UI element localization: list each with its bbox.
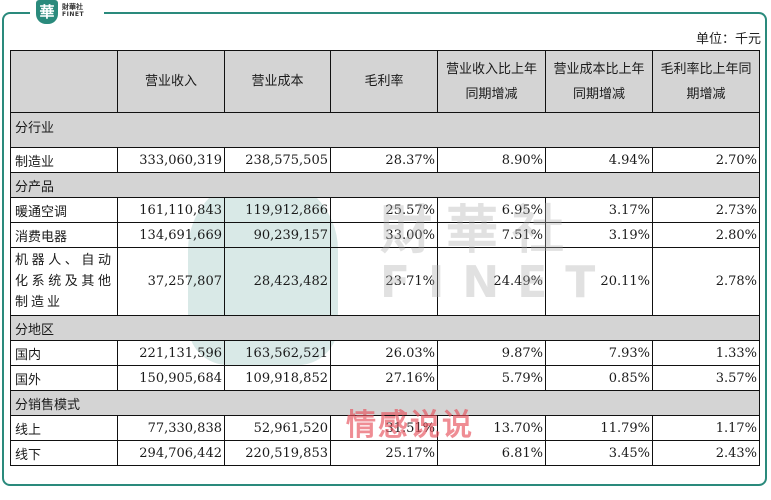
table-row: 暖通空调 161,110,843 119,912,866 25.57% 6.95… [10, 197, 760, 223]
table-row: 线下 294,706,442 220,519,853 25.17% 6.81% … [10, 440, 760, 466]
section-row: 分地区 [10, 315, 760, 341]
row-label: 制造业 [10, 147, 118, 173]
table-row: 线上 77,330,838 52,961,520 31.51% 13.70% 1… [10, 415, 760, 441]
cell-margin-yoy: 1.33% [652, 340, 760, 366]
header-blank [10, 50, 118, 113]
cell-revenue: 221,131,596 [117, 340, 225, 366]
table-row: 国外 150,905,684 109,918,852 27.16% 5.79% … [10, 365, 760, 391]
cell-revenue: 150,905,684 [117, 365, 225, 391]
section-row: 分销售模式 [10, 390, 760, 416]
unit-label: 单位：千元 [695, 32, 761, 47]
cell-cost-yoy: 11.79% [545, 415, 653, 441]
cell-margin-yoy: 3.57% [652, 365, 760, 391]
cell-margin-yoy: 1.17% [652, 415, 760, 441]
section-title: 分地区 [10, 315, 760, 341]
header-row: 营业收入 营业成本 毛利率 营业收入比上年同期增减 营业成本比上年同期增减 毛利… [10, 50, 760, 113]
cell-cost: 119,912,866 [224, 197, 331, 223]
row-label: 国内 [10, 340, 118, 366]
cell-margin: 25.17% [330, 440, 438, 466]
content-frame [2, 12, 767, 486]
row-label: 线上 [10, 415, 118, 441]
cell-revenue-yoy: 5.79% [437, 365, 546, 391]
header-cost-yoy: 营业成本比上年同期增减 [545, 50, 653, 113]
cell-margin-yoy: 2.70% [652, 147, 760, 173]
section-row: 分产品 [10, 172, 760, 198]
cell-revenue: 134,691,669 [117, 222, 225, 248]
cell-cost: 90,239,157 [224, 222, 331, 248]
cell-revenue: 77,330,838 [117, 415, 225, 441]
cell-revenue-yoy: 24.49% [437, 247, 546, 316]
header-revenue: 营业收入 [117, 50, 225, 113]
row-label: 暖通空调 [10, 197, 118, 223]
logo-cn: 財華社 [62, 3, 83, 11]
cell-cost-yoy: 3.45% [545, 440, 653, 466]
cell-cost-yoy: 20.11% [545, 247, 653, 316]
table-row: 消费电器 134,691,669 90,239,157 33.00% 7.51%… [10, 222, 760, 248]
section-row: 分行业 [10, 112, 760, 148]
finet-logo-icon: 華 [36, 0, 58, 24]
header-revenue-yoy: 营业收入比上年同期增减 [437, 50, 546, 113]
cell-cost-yoy: 3.17% [545, 197, 653, 223]
cell-revenue-yoy: 6.81% [437, 440, 546, 466]
cell-cost-yoy: 3.19% [545, 222, 653, 248]
cell-revenue: 161,110,843 [117, 197, 225, 223]
cell-revenue-yoy: 9.87% [437, 340, 546, 366]
row-label: 机器人、自动化系统及其他制造业 [10, 247, 118, 316]
cell-margin-yoy: 2.78% [652, 247, 760, 316]
cell-margin: 27.16% [330, 365, 438, 391]
cell-cost: 109,918,852 [224, 365, 331, 391]
cell-cost: 28,423,482 [224, 247, 331, 316]
table-row: 机器人、自动化系统及其他制造业 37,257,807 28,423,482 23… [10, 247, 760, 316]
row-label: 消费电器 [10, 222, 118, 248]
section-title: 分产品 [10, 172, 760, 198]
logo-wordmark: 財華社 FINET [62, 3, 84, 19]
cell-revenue: 37,257,807 [117, 247, 225, 316]
cell-cost: 238,575,505 [224, 147, 331, 173]
segment-revenue-table: 营业收入 营业成本 毛利率 营业收入比上年同期增减 营业成本比上年同期增减 毛利… [10, 50, 760, 466]
cell-revenue-yoy: 13.70% [437, 415, 546, 441]
table-row: 制造业 333,060,319 238,575,505 28.37% 8.90%… [10, 147, 760, 173]
cell-margin: 25.57% [330, 197, 438, 223]
section-title: 分销售模式 [10, 390, 760, 416]
cell-cost: 163,562,521 [224, 340, 331, 366]
cell-margin: 26.03% [330, 340, 438, 366]
cell-cost-yoy: 0.85% [545, 365, 653, 391]
header-cost: 营业成本 [224, 50, 331, 113]
logo-en: FINET [62, 11, 85, 18]
section-title: 分行业 [10, 112, 760, 148]
cell-revenue-yoy: 8.90% [437, 147, 546, 173]
cell-margin: 23.71% [330, 247, 438, 316]
cell-cost-yoy: 4.94% [545, 147, 653, 173]
header-margin-yoy: 毛利率比上年同期增减 [652, 50, 760, 113]
cell-margin: 31.51% [330, 415, 438, 441]
row-label: 线下 [10, 440, 118, 466]
cell-cost: 52,961,520 [224, 415, 331, 441]
row-label: 国外 [10, 365, 118, 391]
cell-margin-yoy: 2.80% [652, 222, 760, 248]
header-margin: 毛利率 [330, 50, 438, 113]
cell-revenue-yoy: 6.95% [437, 197, 546, 223]
cell-margin-yoy: 2.73% [652, 197, 760, 223]
cell-cost: 220,519,853 [224, 440, 331, 466]
cell-margin: 28.37% [330, 147, 438, 173]
cell-margin: 33.00% [330, 222, 438, 248]
cell-cost-yoy: 7.93% [545, 340, 653, 366]
cell-margin-yoy: 2.43% [652, 440, 760, 466]
cell-revenue: 333,060,319 [117, 147, 225, 173]
table-row: 国内 221,131,596 163,562,521 26.03% 9.87% … [10, 340, 760, 366]
cell-revenue-yoy: 7.51% [437, 222, 546, 248]
cell-revenue: 294,706,442 [117, 440, 225, 466]
